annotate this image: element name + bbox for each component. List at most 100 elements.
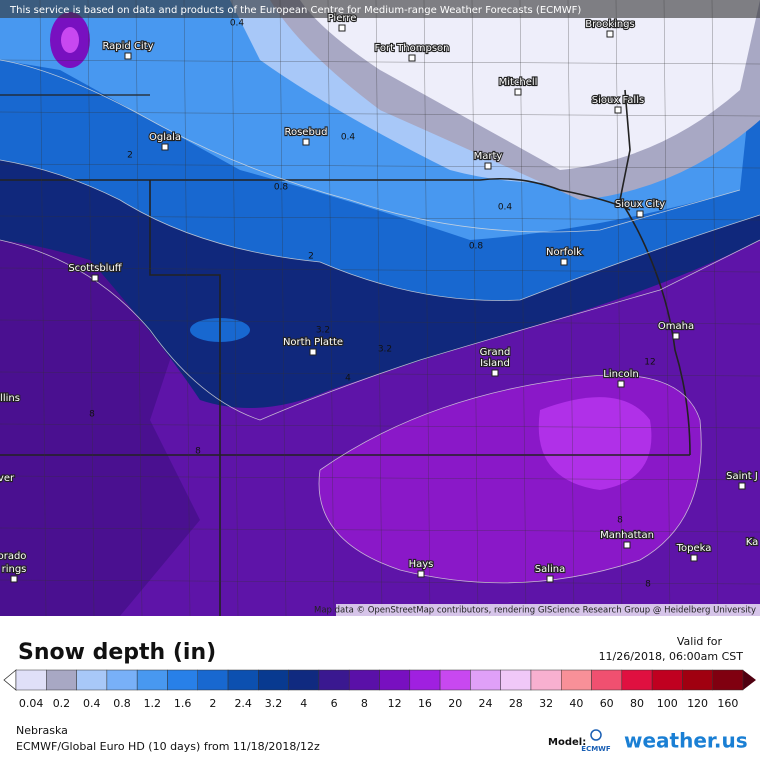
contour-label: 8 xyxy=(89,410,95,420)
colorbar-swatch xyxy=(439,669,471,691)
contour-label: 12 xyxy=(644,358,655,368)
city-marker xyxy=(614,106,622,114)
colorbar-label: 16 xyxy=(418,697,432,710)
city-label: Mitchell xyxy=(499,77,538,88)
city-label: orado xyxy=(0,551,26,562)
colorbar-swatch xyxy=(379,669,411,691)
city-label: Topeka xyxy=(676,543,712,554)
city-label: ver xyxy=(0,473,15,484)
attribution-bg xyxy=(336,604,760,616)
city-marker xyxy=(309,348,317,356)
colorbar-swatch xyxy=(76,669,108,691)
county-line xyxy=(375,0,383,616)
colorbar-label: 32 xyxy=(539,697,553,710)
colorbar-swatch xyxy=(348,669,380,691)
colorbar-label: 3.2 xyxy=(265,697,283,710)
county-line xyxy=(0,579,760,585)
city-label: Rosebud xyxy=(284,127,327,138)
city-marker xyxy=(623,541,631,549)
colorbar-label: 6 xyxy=(331,697,338,710)
city-label: Marty xyxy=(474,151,503,162)
colorbar-swatch xyxy=(530,669,562,691)
colorbar-label: 40 xyxy=(569,697,583,710)
model-run: ECMWF/Global Euro HD (10 days) from 11/1… xyxy=(16,740,320,753)
county-line xyxy=(711,0,719,616)
attribution: Map data © OpenStreetMap contributors, r… xyxy=(314,606,756,616)
colorbar-label: 4 xyxy=(300,697,307,710)
colorbar-swatch xyxy=(712,669,744,691)
city-label: Saint J xyxy=(726,471,758,482)
banner: This service is based on data and produc… xyxy=(9,5,581,16)
borders xyxy=(0,89,691,616)
valid-label: Valid for xyxy=(677,635,723,648)
shade-region xyxy=(538,397,652,490)
colorbar-label: 12 xyxy=(388,697,402,710)
colorbar-label: 24 xyxy=(479,697,493,710)
county-line xyxy=(0,215,760,221)
contour-label: 0.4 xyxy=(498,203,513,213)
colorbar-swatch xyxy=(288,669,320,691)
county-line xyxy=(87,0,95,616)
contour-label: 0.8 xyxy=(274,183,289,193)
contour-label: 3.2 xyxy=(378,345,392,355)
county-line xyxy=(279,0,287,616)
colorbar-swatch xyxy=(500,669,532,691)
contour-label: 8 xyxy=(645,580,651,590)
city-marker xyxy=(617,380,625,388)
colorbar-label: 1.2 xyxy=(144,697,162,710)
city-label: Pierre xyxy=(328,13,357,24)
city-label: Oglala xyxy=(149,132,181,143)
city-marker xyxy=(491,369,499,377)
county-line xyxy=(471,0,479,616)
valid-time: 11/26/2018, 06:00am CST xyxy=(599,650,744,663)
contour-label: 8 xyxy=(195,447,201,457)
colorbar-label: 20 xyxy=(448,697,462,710)
city-label: rings xyxy=(2,564,27,575)
colorbar-label: 28 xyxy=(509,697,523,710)
colorbar-swatch xyxy=(227,669,259,691)
county-line xyxy=(567,0,575,616)
city-label: Island xyxy=(480,358,510,369)
colorbar-swatch xyxy=(318,669,350,691)
colorbar-label: 0.4 xyxy=(83,697,101,710)
county-line xyxy=(183,0,191,616)
city-marker xyxy=(546,575,554,583)
colorbar-label: 60 xyxy=(600,697,614,710)
colorbar-swatch xyxy=(167,669,198,691)
contour-label: 8 xyxy=(617,516,623,526)
city-marker xyxy=(738,482,746,490)
contour-line xyxy=(0,59,741,233)
contour-label: 3.2 xyxy=(316,326,330,336)
contour-label: 0.4 xyxy=(230,19,245,29)
county-line xyxy=(0,319,760,325)
colorbar-swatch xyxy=(46,669,77,691)
shade-region xyxy=(61,27,79,53)
city-label: Rapid City xyxy=(102,41,153,52)
city-label: Lincoln xyxy=(603,369,638,380)
city-label: North Platte xyxy=(283,337,343,348)
city-marker xyxy=(408,54,416,62)
city-marker xyxy=(91,274,99,282)
colorbar-label: 0.2 xyxy=(53,697,71,710)
city-label: Grand xyxy=(480,347,511,358)
brand: weather.us xyxy=(624,729,748,753)
county-line xyxy=(231,0,239,616)
contour-line xyxy=(0,159,760,301)
colorbar-arrow-high xyxy=(743,670,756,690)
colorbar-swatch xyxy=(197,669,229,691)
city-marker xyxy=(417,570,425,578)
city-marker xyxy=(636,210,644,218)
colorbar-swatch xyxy=(136,669,168,691)
county-line xyxy=(0,475,760,481)
county-line xyxy=(663,0,671,616)
city-marker xyxy=(484,162,492,170)
colorbar-label: 160 xyxy=(717,697,738,710)
model-label: Model: xyxy=(548,737,586,748)
county-line xyxy=(0,423,760,429)
county-line xyxy=(39,0,47,616)
city-label: llins xyxy=(0,393,20,404)
city-label: Manhattan xyxy=(600,530,654,541)
county-line xyxy=(0,267,760,273)
county-line xyxy=(135,0,143,616)
